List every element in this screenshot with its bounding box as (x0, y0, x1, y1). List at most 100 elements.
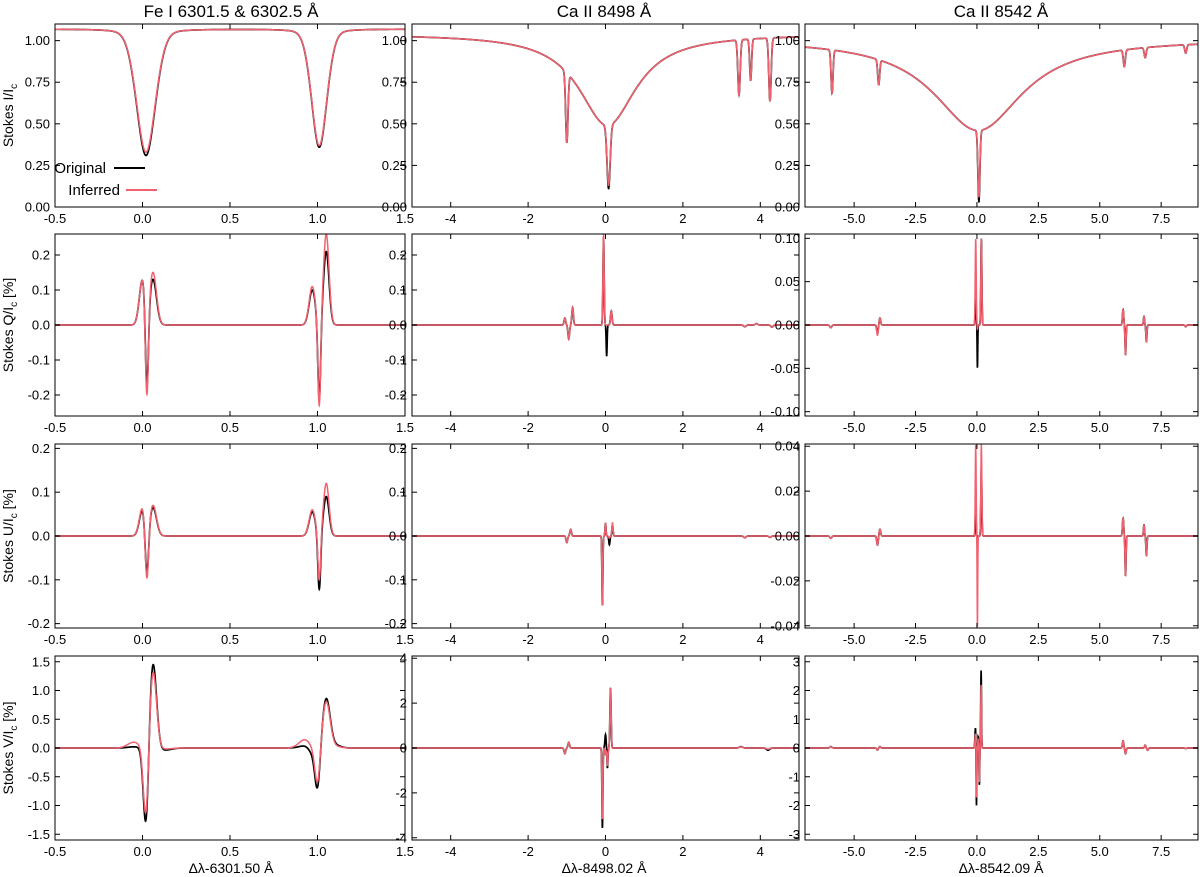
x-tick-label: -2.5 (904, 844, 926, 859)
inferred-line-panel-q-col3 (805, 238, 1198, 356)
x-tick-label: 5.0 (1091, 632, 1109, 647)
y-tick-label: -0.2 (385, 388, 407, 403)
y-tick-label: 0.02 (775, 484, 800, 499)
x-tick-label: 0.0 (968, 420, 986, 435)
x-tick-label: -2.5 (904, 420, 926, 435)
y-tick-label: -0.1 (28, 353, 50, 368)
y-tick-label: 0.2 (389, 248, 407, 263)
x-tick-label: 4 (757, 844, 764, 859)
y-axis-label-subscript: c (9, 726, 20, 731)
x-tick-label: 7.5 (1152, 632, 1170, 647)
inferred-line-panel-q-col1 (55, 234, 405, 408)
x-axis-label-fe-i: Δλ-6301.50 Å (189, 860, 275, 876)
frame-panel-i-col1 (54, 23, 406, 208)
original-line-panel-i-col3 (805, 43, 1198, 203)
y-tick-label: 0.75 (775, 75, 800, 90)
inferred-line-panel-v-col1 (55, 671, 405, 814)
y-axis-label-subscript: c (9, 302, 20, 307)
x-tick-label: -5.0 (843, 632, 865, 647)
x-tick-label: 2.5 (1029, 844, 1047, 859)
y-tick-label: -1 (788, 769, 800, 784)
x-tick-label: 2.5 (1029, 420, 1047, 435)
x-tick-label: 0.0 (133, 420, 151, 435)
y-tick-label: -0.02 (770, 573, 800, 588)
x-tick-label: 4 (757, 211, 764, 226)
x-tick-label: 1.0 (308, 420, 326, 435)
x-tick-label: 7.5 (1152, 844, 1170, 859)
y-tick-label: 0.25 (775, 158, 800, 173)
y-tick-label: -0.04 (770, 618, 800, 633)
y-tick-label: 2 (793, 683, 800, 698)
original-line-panel-i-col1 (55, 28, 405, 157)
y-tick-label: -2 (788, 798, 800, 813)
x-tick-label: 7.5 (1152, 420, 1170, 435)
inferred-line-panel-i-col2 (412, 36, 799, 187)
y-tick-label: 0 (400, 741, 407, 756)
y-tick-label: -0.1 (385, 572, 407, 587)
x-tick-label: -4 (445, 211, 457, 226)
y-tick-label: 0.1 (389, 485, 407, 500)
x-tick-label: 0.0 (968, 844, 986, 859)
y-tick-label: 4 (400, 651, 407, 666)
y-tick-label: 0.25 (382, 158, 407, 173)
y-tick-label: -3 (788, 827, 800, 842)
x-tick-label: -4 (445, 632, 457, 647)
x-tick-label: 2 (679, 844, 686, 859)
y-axis-label-main: Stokes U/I (0, 518, 16, 583)
inferred-line-panel-v-col2 (412, 687, 799, 820)
y-tick-label: 0.50 (382, 116, 407, 131)
panel-u-col1: -0.5 0.0 0.5 1.0 1.5-0.2-0.10.00.10.2 (28, 441, 414, 647)
x-tick-label: 2.5 (1029, 632, 1047, 647)
y-tick-label: 0.25 (25, 158, 50, 173)
y-tick-label: -1.5 (28, 827, 50, 842)
x-tick-label: -0.5 (44, 844, 66, 859)
frame-panel-i-col3 (804, 23, 1199, 208)
x-tick-label: -5.0 (843, 844, 865, 859)
y-axis-label-main: Stokes V/I (0, 731, 16, 795)
y-tick-label: 0.0 (32, 741, 50, 756)
panel-q-col2: -4 -2 0 2 4 -0.2 -0.1 0.0 0.1 0.2 (385, 233, 800, 435)
x-tick-label: -2 (522, 420, 534, 435)
x-tick-label: 5.0 (1091, 844, 1109, 859)
x-tick-label: -4 (445, 420, 457, 435)
y-tick-label: 0.50 (25, 116, 50, 131)
inferred-line-panel-q-col2 (412, 234, 799, 341)
panel-v-col3: -5.0 -2.5 0.0 2.5 5.0 7.5 -3 -2 -1 0 1 2 3 (788, 654, 1199, 859)
y-tick-label: 1.00 (775, 33, 800, 48)
y-tick-label: 2 (400, 696, 407, 711)
y-tick-label: 0.2 (32, 248, 50, 263)
x-tick-label: 2.5 (1029, 211, 1047, 226)
x-tick-label: 4 (757, 632, 764, 647)
x-tick-label: 0 (602, 420, 609, 435)
y-tick-label: -0.2 (28, 388, 50, 403)
y-tick-label: -2 (395, 785, 407, 800)
original-line-panel-u-col2 (412, 522, 799, 606)
y-tick-label: 0.00 (775, 529, 800, 544)
original-line-panel-q-col2 (412, 237, 799, 357)
panel-i-col1: -0.5 0.0 0.5 1.0 1.50.000.250.500.751.00 (25, 23, 414, 226)
x-tick-label: 2 (679, 420, 686, 435)
y-tick-label: 0.5 (32, 712, 50, 727)
y-tick-label: 1.00 (382, 33, 407, 48)
column-title-ca-ii-8542: Ca II 8542 Å (954, 2, 1049, 21)
y-tick-label: 0.1 (32, 485, 50, 500)
y-axis-label-main: Stokes I/I (0, 89, 16, 147)
panel-i-col2: -4 -2 0 2 4 0.00 0.25 0.50 0.75 1.00 (382, 23, 800, 226)
x-tick-label: 1.0 (308, 844, 326, 859)
y-tick-label: 0.2 (32, 441, 50, 456)
x-tick-label: 0.0 (968, 211, 986, 226)
y-tick-label: 1.5 (32, 654, 50, 669)
legend: Original Inferred (54, 160, 157, 199)
y-tick-label: 0.1 (389, 283, 407, 298)
x-tick-label: 4 (757, 420, 764, 435)
y-axis-label-row3: Stokes U/Ic [%] (0, 489, 20, 583)
y-tick-label: -4 (395, 830, 407, 845)
panel-u-col3: -5.0 -2.5 0.0 2.5 5.0 7.5 -0.04 -0.02 0.00 0.02 0.… (770, 439, 1199, 647)
x-tick-label: 5.0 (1091, 420, 1109, 435)
x-tick-label: 7.5 (1152, 211, 1170, 226)
panel-q-col1: -0.5 0.0 0.5 1.0 1.5 -0.2 -0.1 0.0 0.1 0.2 (28, 233, 414, 435)
x-tick-label: 0.0 (133, 632, 151, 647)
x-tick-label: -2.5 (904, 211, 926, 226)
original-line-panel-v-col1 (55, 663, 405, 823)
y-tick-label: 0.00 (25, 200, 50, 215)
